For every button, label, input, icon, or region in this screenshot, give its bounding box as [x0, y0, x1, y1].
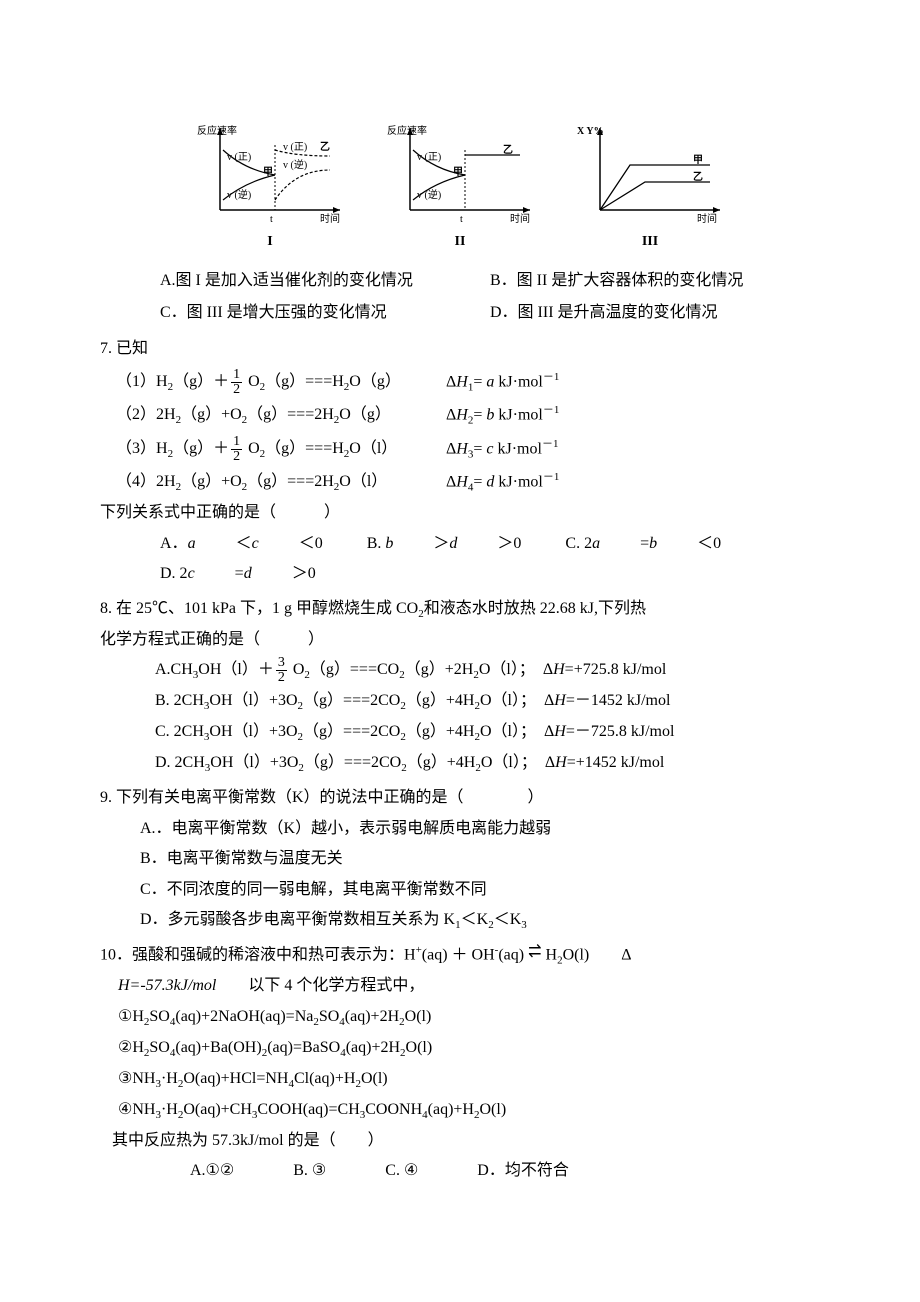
q7-opt-d: D. 2c=d＞0	[160, 565, 316, 582]
q10-opt-c: C. ④	[385, 1162, 418, 1179]
q6-opt-d: D．图 III 是升高温度的变化情况	[490, 298, 820, 328]
svg-text:X Y%: X Y%	[577, 126, 604, 137]
q9-opt-b: B．电离平衡常数与温度无关	[100, 844, 820, 874]
q8-opt-c: C. 2CH3OH（l）+3O2（g）===2CO2（g）+4H2O（l）； Δ…	[100, 717, 820, 748]
q6-options: A.图 I 是加入适当催化剂的变化情况 B．图 II 是扩大容器体积的变化情况 …	[100, 266, 820, 331]
svg-text:甲: 甲	[453, 166, 463, 178]
q10-opt-a: A.①②	[190, 1162, 234, 1179]
q7-eq2: （2）2H2（g）+O2（g）===2H2O（g） ΔH2= b kJ·mol－…	[100, 400, 820, 431]
q6-opt-b: B．图 II 是扩大容器体积的变化情况	[490, 266, 820, 296]
q10-eq3: ③NH3·H2O(aq)+HCl=NH4Cl(aq)+H2O(l)	[100, 1064, 820, 1095]
svg-text:v (正): v (正)	[417, 152, 441, 163]
q7-tail: 下列关系式中正确的是（ ）	[100, 498, 820, 528]
q8-opt-b: B. 2CH3OH（l）+3O2（g）===2CO2（g）+4H2O（l）； Δ…	[100, 686, 820, 717]
graph-2-label: II	[455, 229, 466, 256]
svg-text:时间: 时间	[510, 212, 530, 225]
q6-opt-a: A.图 I 是加入适当催化剂的变化情况	[160, 266, 490, 296]
svg-text:反应速率: 反应速率	[197, 124, 237, 137]
svg-text:甲: 甲	[263, 166, 273, 178]
q10-line1: 10．强酸和强碱的稀溶液中和热可表示为：H+(aq) ＋ OH-(aq) ⇀↽ …	[100, 940, 820, 971]
q9-opt-c: C．不同浓度的同一弱电解，其电离平衡常数不同	[100, 875, 820, 905]
q10-options: A.①② B. ③ C. ④ D．均不符合	[100, 1156, 820, 1186]
graph-2-svg: 反应速率 时间 t v (正) v (逆) 甲 乙	[385, 120, 535, 225]
svg-text:v (正): v (正)	[283, 142, 307, 153]
q7-eq4: （4）2H2（g）+O2（g）===2H2O（l） ΔH4= d kJ·mol－…	[100, 467, 820, 498]
q7-options: A．a＜c＜0 B. b＞d＞0 C. 2a=b＜0 D. 2c=d＞0	[100, 529, 820, 590]
q10-line2: H=-57.3kJ/mol 以下 4 个化学方程式中，	[100, 971, 820, 1001]
q7-head: 7. 已知	[100, 334, 820, 364]
q7-eq3: （3）H2（g）＋12 O2（g）===H2O（l） ΔH3= c kJ·mol…	[100, 434, 820, 465]
q10-opt-b: B. ③	[293, 1162, 326, 1179]
svg-text:乙: 乙	[320, 141, 330, 153]
svg-text:时间: 时间	[697, 212, 717, 225]
q9-opt-d: D．多元弱酸各步电离平衡常数相互关系为 K1＜K2＜K3	[100, 905, 820, 936]
q10-eq4: ④NH3·H2O(aq)+CH3COOH(aq)=CH3COONH4(aq)+H…	[100, 1095, 820, 1126]
svg-text:t: t	[460, 214, 463, 225]
svg-text:v (逆): v (逆)	[227, 188, 251, 201]
svg-text:v (逆): v (逆)	[417, 188, 441, 201]
q9-head: 9. 下列有关电离平衡常数（K）的说法中正确的是（ ）	[100, 783, 820, 813]
graph-3-label: III	[642, 229, 658, 256]
q7-opt-a: A．a＜c＜0	[160, 535, 323, 552]
svg-text:乙: 乙	[503, 144, 513, 156]
q10-eq1: ①H2SO4(aq)+2NaOH(aq)=Na2SO4(aq)+2H2O(l)	[100, 1002, 820, 1033]
q8-line2: 化学方程式正确的是（ ）	[100, 625, 820, 655]
svg-text:v (逆): v (逆)	[283, 158, 307, 171]
q6-opt-c: C．图 III 是增大压强的变化情况	[160, 298, 490, 328]
q8-line1: 8. 在 25℃、101 kPa 下，1 g 甲醇燃烧生成 CO2和液态水时放热…	[100, 594, 820, 625]
q8-opt-a: A.CH3OH（l）＋32 O2（g）===CO2（g）+2H2O（l）； ΔH…	[100, 655, 820, 686]
svg-text:乙: 乙	[693, 171, 703, 183]
svg-text:v (正): v (正)	[227, 152, 251, 163]
svg-text:反应速率: 反应速率	[387, 124, 427, 137]
q10-eq2: ②H2SO4(aq)+Ba(OH)2(aq)=BaSO4(aq)+2H2O(l)	[100, 1033, 820, 1064]
q7-eq1: （1）H2（g）＋12 O2（g）===H2O（g） ΔH1= a kJ·mol…	[100, 367, 820, 398]
graph-3-svg: X Y% 时间 甲 乙	[575, 120, 725, 225]
q7-opt-b: B. b＞d＞0	[367, 535, 522, 552]
svg-text:甲: 甲	[693, 154, 703, 166]
q10-tail: 其中反应热为 57.3kJ/mol 的是（ ）	[100, 1126, 820, 1156]
graphs-row: 反应速率 时间 t v (正) v (逆) 甲 v (正) v (逆) 乙 I …	[100, 120, 820, 256]
q8-opt-d: D. 2CH3OH（l）+3O2（g）===2CO2（g）+4H2O（l）； Δ…	[100, 748, 820, 779]
graph-1: 反应速率 时间 t v (正) v (逆) 甲 v (正) v (逆) 乙 I	[195, 120, 345, 256]
q9-opt-a: A.．电离平衡常数（K）越小，表示弱电解质电离能力越弱	[100, 814, 820, 844]
svg-text:时间: 时间	[320, 212, 340, 225]
svg-text:t: t	[270, 214, 273, 225]
graph-1-label: I	[267, 229, 272, 256]
q10-opt-d: D．均不符合	[477, 1162, 569, 1179]
graph-2: 反应速率 时间 t v (正) v (逆) 甲 乙 II	[385, 120, 535, 256]
graph-3: X Y% 时间 甲 乙 III	[575, 120, 725, 256]
q7-opt-c: C. 2a=b＜0	[565, 535, 721, 552]
graph-1-svg: 反应速率 时间 t v (正) v (逆) 甲 v (正) v (逆) 乙	[195, 120, 345, 225]
